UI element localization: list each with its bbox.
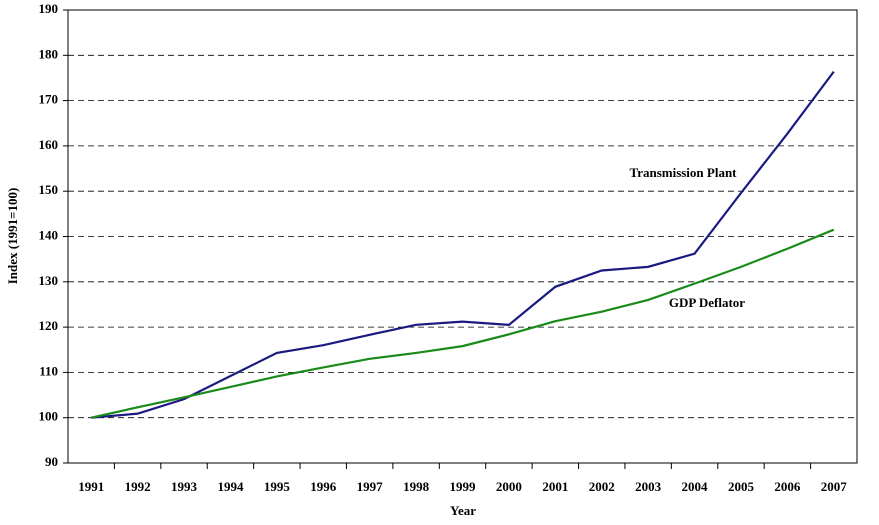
y-tick-label: 160 (39, 137, 59, 152)
y-tick-label: 150 (39, 182, 59, 197)
y-tick-label: 120 (39, 318, 59, 333)
x-tick-label: 1991 (78, 479, 104, 494)
x-tick-label: 2006 (774, 479, 801, 494)
y-tick-label: 170 (39, 92, 59, 107)
x-tick-label: 1997 (357, 479, 384, 494)
x-tick-label: 1992 (125, 479, 151, 494)
plot-frame (67, 9, 858, 464)
series-label: GDP Deflator (669, 295, 745, 310)
x-tick-label: 2000 (496, 479, 522, 494)
x-axis-label: Year (450, 503, 476, 518)
series-line (90, 228, 835, 419)
x-tick-label: 2004 (682, 479, 709, 494)
series-line (91, 70, 835, 419)
x-tick-label: 1995 (264, 479, 291, 494)
x-tick-label: 1993 (171, 479, 198, 494)
series-label: Transmission Plant (629, 165, 737, 180)
x-tick-label: 1999 (450, 479, 477, 494)
x-tick-label: 2002 (589, 479, 615, 494)
x-tick-label: 1994 (217, 479, 244, 494)
x-tick-label: 1996 (310, 479, 337, 494)
y-tick-label: 140 (39, 227, 59, 242)
y-axis-label: Index (1991=100) (5, 188, 20, 285)
y-tick-label: 180 (39, 46, 59, 61)
y-tick-label: 130 (39, 273, 59, 288)
y-tick-label: 100 (39, 409, 59, 424)
x-tick-label: 2001 (542, 479, 568, 494)
x-tick-label: 2007 (821, 479, 848, 494)
x-tick-label: 1998 (403, 479, 430, 494)
x-tick-label: 2005 (728, 479, 755, 494)
y-tick-label: 110 (39, 363, 58, 378)
y-tick-label: 90 (45, 454, 58, 469)
y-tick-label: 190 (39, 1, 59, 16)
x-tick-label: 2003 (635, 479, 662, 494)
